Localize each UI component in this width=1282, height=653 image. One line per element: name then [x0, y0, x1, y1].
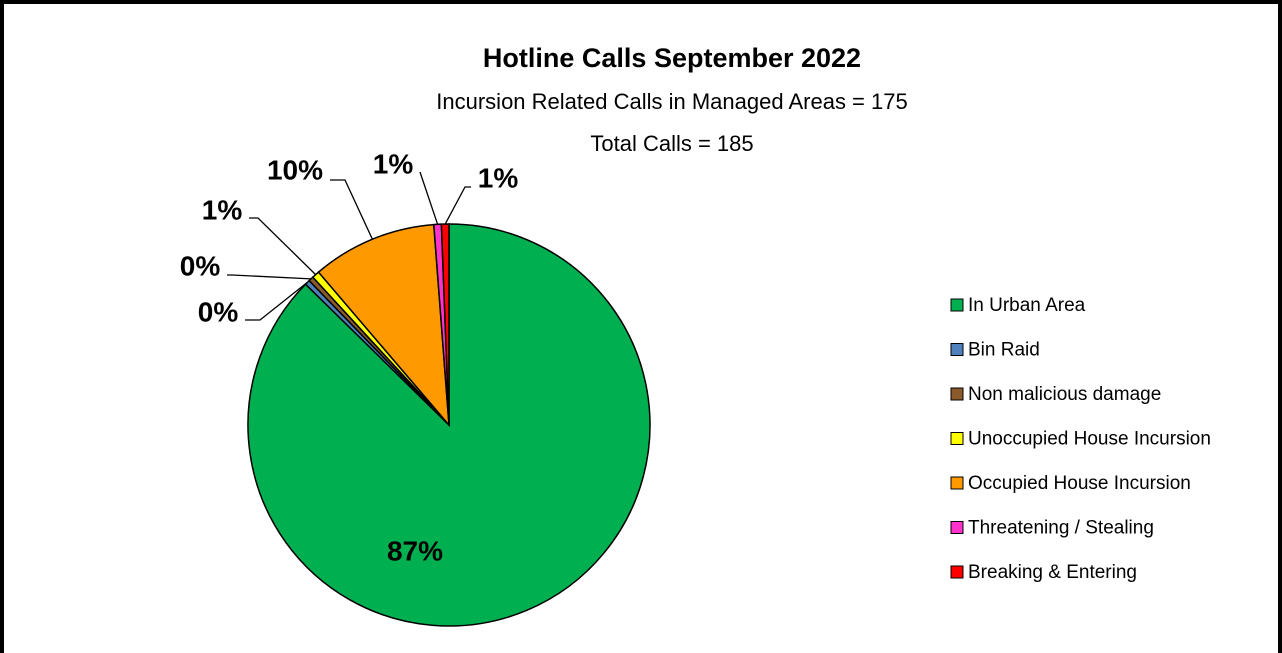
legend-label: Threatening / Stealing — [968, 518, 1154, 539]
legend-swatch — [950, 387, 964, 401]
legend-swatch — [950, 343, 964, 356]
data-label: 1% — [478, 162, 519, 193]
data-label: 1% — [373, 148, 414, 179]
leader-line — [227, 274, 311, 280]
pie-slice — [317, 223, 450, 428]
legend-label: In Urban Area — [968, 295, 1086, 316]
leader-line — [444, 186, 471, 225]
legend-swatch — [950, 298, 964, 312]
legend-label: Non malicious damage — [968, 384, 1161, 405]
legend-swatch — [950, 432, 964, 445]
chart-subtitle: Incursion Related Calls in Managed Areas… — [436, 89, 907, 114]
legend-label: Unoccupied House Incursion — [968, 429, 1211, 450]
data-label: 87% — [387, 535, 443, 566]
chart-title: Hotline Calls September 2022 — [483, 43, 861, 73]
data-label: 0% — [198, 296, 239, 327]
legend-swatch — [950, 521, 964, 534]
chart-subtitle: Total Calls = 185 — [590, 131, 753, 156]
data-label: 10% — [267, 154, 323, 185]
data-label: 1% — [202, 194, 243, 225]
data-label: 0% — [180, 250, 221, 281]
leader-line — [330, 179, 373, 240]
legend-swatch — [950, 565, 964, 579]
leader-line — [245, 281, 308, 321]
legend-label: Bin Raid — [968, 340, 1040, 361]
leader-line — [419, 171, 439, 225]
leader-line — [249, 217, 317, 276]
legend-label: Breaking & Entering — [968, 562, 1137, 583]
legend-swatch — [950, 476, 964, 490]
legend-label: Occupied House Incursion — [968, 473, 1191, 494]
